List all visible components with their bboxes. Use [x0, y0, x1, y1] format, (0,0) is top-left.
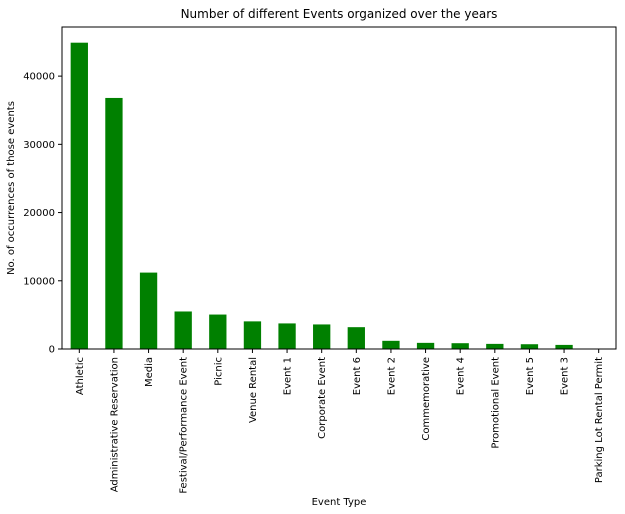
y-axis-label: No. of occurrences of those events — [6, 101, 17, 275]
bar — [243, 321, 262, 349]
x-tick-label: Venue Rental — [248, 357, 259, 423]
x-tick-label: Corporate Event — [317, 357, 328, 439]
chart-title: Number of different Events organized ove… — [181, 7, 498, 21]
bar — [555, 344, 573, 349]
x-tick-label: Event 3 — [560, 357, 571, 395]
bar — [347, 327, 365, 349]
bar — [70, 42, 88, 350]
y-axis: 0 10000 20000 30000 40000 — [23, 72, 62, 356]
x-tick-label: Festival/Performance Event — [179, 357, 190, 494]
x-tick-label: Administrative Reservation — [109, 357, 120, 492]
bar — [209, 314, 227, 349]
y-tick-label: 30000 — [23, 140, 55, 151]
plot-frame — [61, 26, 617, 350]
x-axis-label: Event Type — [312, 497, 367, 508]
bar — [451, 343, 469, 349]
x-tick-label: Commemorative — [421, 357, 432, 441]
x-tick-label: Event 2 — [386, 357, 397, 395]
x-tick-label: Event 1 — [283, 357, 294, 395]
y-tick-label: 10000 — [23, 276, 55, 287]
bars-layer — [70, 42, 608, 350]
x-tick-label: Event 5 — [525, 357, 536, 395]
x-axis: Athletic Administrative Reservation Media F… — [75, 349, 605, 494]
bar — [416, 342, 435, 349]
bar — [313, 324, 331, 349]
bar — [105, 97, 123, 349]
x-tick-label: Event 4 — [456, 357, 467, 395]
y-tick-label: 40000 — [23, 72, 55, 83]
x-tick-label: Event 6 — [352, 357, 363, 395]
bar — [139, 272, 158, 349]
y-tick-label: 0 — [49, 345, 55, 356]
y-tick-label: 20000 — [23, 208, 55, 219]
x-tick-label: Athletic — [75, 357, 86, 395]
x-tick-label: Parking Lot Rental Permit — [594, 357, 605, 483]
bar — [382, 340, 400, 349]
bar — [486, 343, 504, 349]
x-tick-label: Media — [144, 357, 155, 387]
x-tick-label: Picnic — [213, 357, 224, 386]
bar — [174, 311, 192, 349]
bar — [520, 344, 539, 349]
x-tick-label: Promotional Event — [490, 357, 501, 449]
bar — [278, 323, 296, 349]
